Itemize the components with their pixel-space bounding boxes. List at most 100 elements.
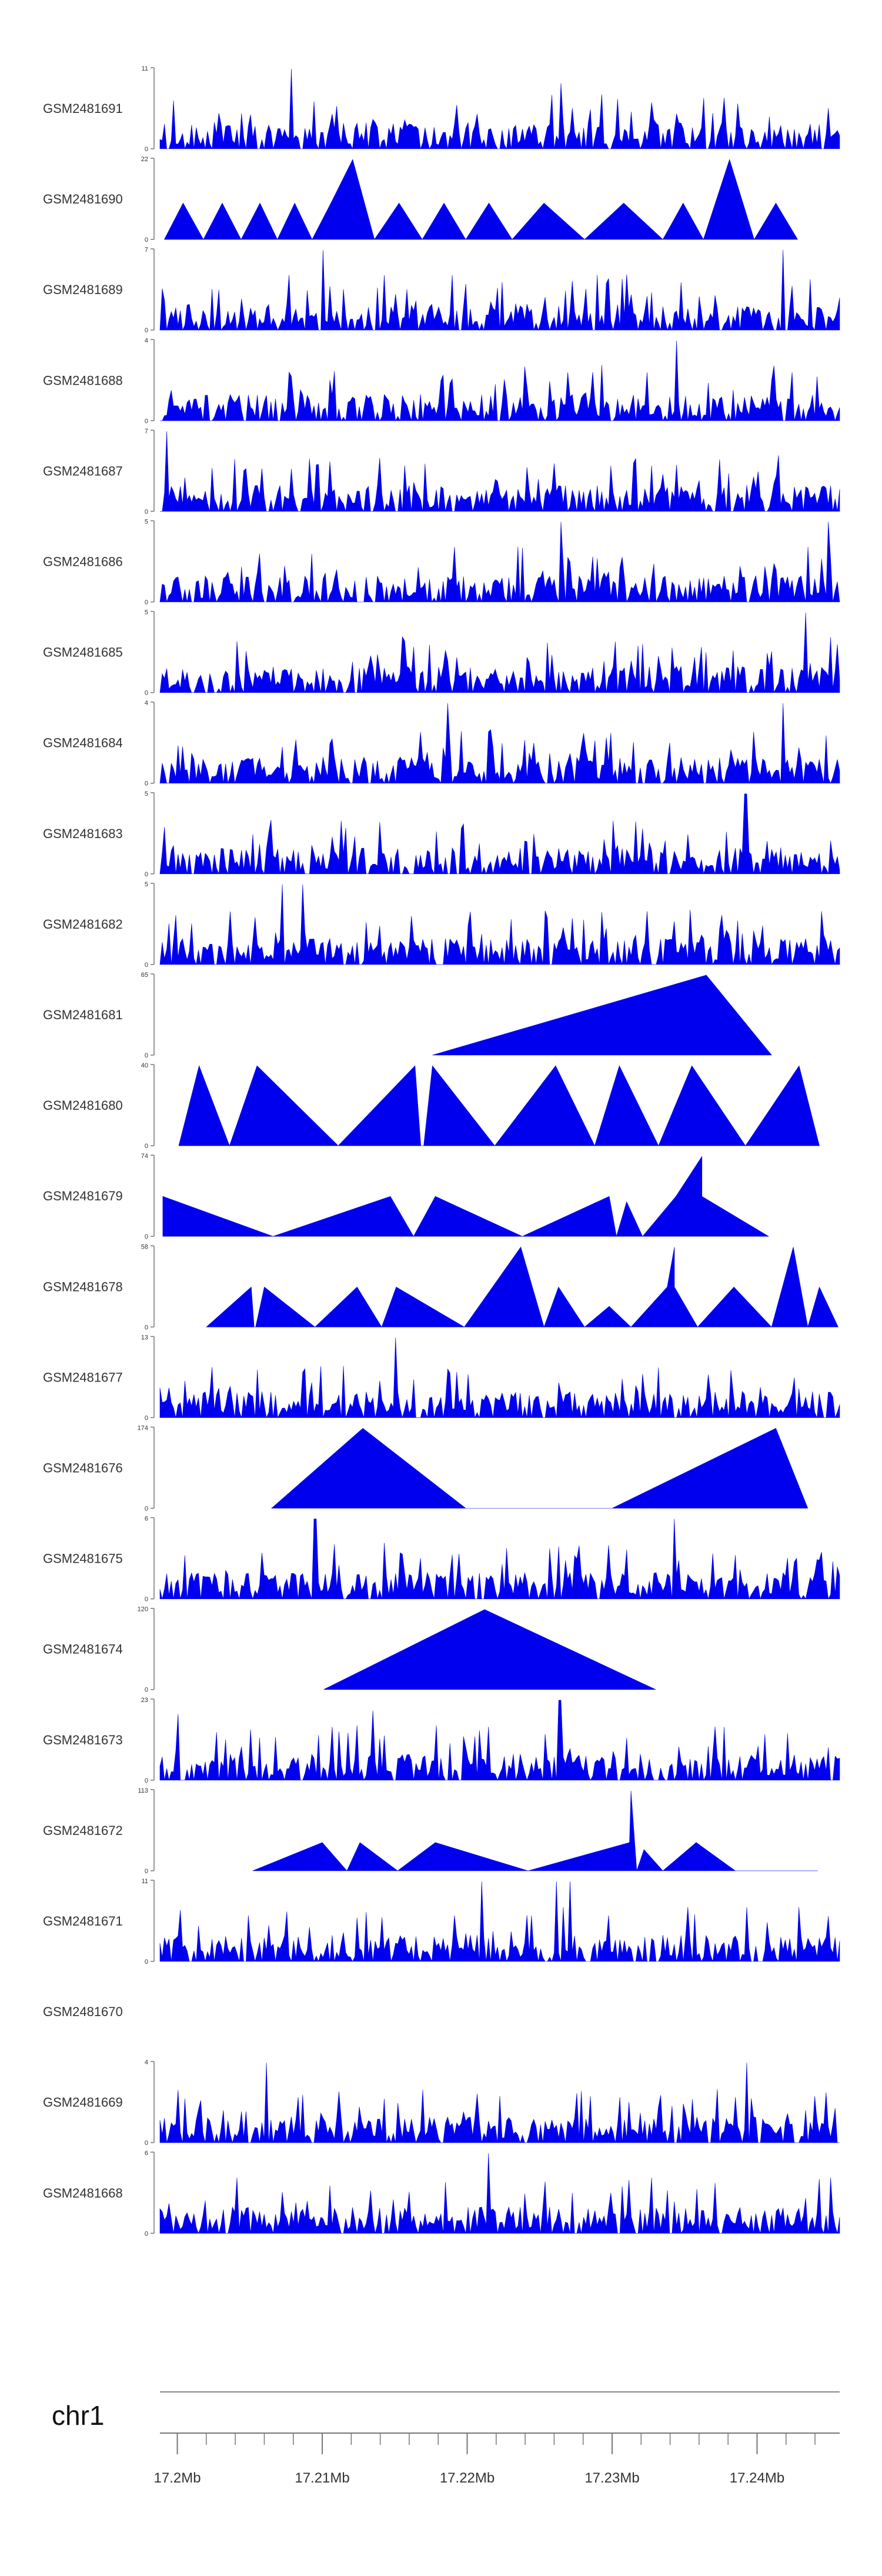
signal-area (159, 793, 840, 875)
chromosome-ideogram: chr1 (52, 2391, 840, 2431)
signal-area (159, 1881, 840, 1963)
track-label: GSM2481668 (43, 2185, 123, 2200)
track-GSM2481672: GSM2481672 113 0 (43, 1787, 818, 1875)
track-GSM2481675: GSM2481675 6 0 (43, 1516, 840, 1603)
track-label: GSM2481686 (43, 555, 123, 569)
y-min-label: 0 (145, 1324, 148, 1331)
y-max-label: 120 (138, 1606, 148, 1613)
track-GSM2481674: GSM2481674 120 0 (43, 1606, 656, 1694)
y-max-label: 6 (145, 2150, 148, 2157)
track-GSM2481668: GSM2481668 6 0 (43, 2150, 840, 2237)
track-label: GSM2481683 (43, 826, 123, 841)
track-GSM2481689: GSM2481689 7 0 (43, 246, 840, 334)
track-GSM2481669: GSM2481669 4 0 (43, 2059, 840, 2147)
track-label: GSM2481689 (43, 282, 123, 297)
track-label: GSM2481674 (43, 1642, 123, 1657)
y-min-label: 0 (145, 780, 148, 788)
y-max-label: 23 (141, 1697, 148, 1704)
signal-area (160, 341, 840, 422)
signal-area (159, 2153, 840, 2234)
y-max-label: 7 (145, 428, 148, 435)
signal-area (206, 1246, 838, 1328)
track-GSM2481684: GSM2481684 4 0 (43, 700, 840, 788)
track-label: GSM2481685 (43, 645, 123, 660)
y-min-label: 0 (145, 1233, 148, 1240)
x-tick-label: 17.23Mb (584, 2470, 639, 2486)
y-max-label: 65 (141, 972, 148, 979)
track-label: GSM2481673 (43, 1733, 123, 1747)
track-label: GSM2481684 (43, 736, 123, 750)
track-GSM2481676: GSM2481676 174 0 (43, 1425, 808, 1513)
signal-area (159, 1337, 840, 1419)
x-tick-label: 17.24Mb (730, 2470, 784, 2486)
track-label: GSM2481675 (43, 1551, 123, 1566)
track-GSM2481687: GSM2481687 7 0 (43, 428, 840, 515)
y-max-label: 4 (145, 2059, 148, 2066)
y-min-label: 0 (145, 599, 148, 606)
track-GSM2481671: GSM2481671 11 0 (43, 1878, 840, 1966)
y-min-label: 0 (145, 2140, 148, 2147)
track-label: GSM2481680 (43, 1098, 123, 1113)
track-GSM2481686: GSM2481686 5 0 (43, 519, 840, 606)
track-label: GSM2481672 (43, 1823, 123, 1838)
signal-area (432, 975, 772, 1056)
track-GSM2481679: GSM2481679 74 0 (43, 1153, 770, 1240)
y-min-label: 0 (145, 508, 148, 515)
track-label: GSM2481687 (43, 463, 123, 478)
track-label: GSM2481681 (43, 1007, 123, 1022)
signal-area (159, 1519, 840, 1600)
signal-area (159, 522, 840, 603)
signal-area (159, 68, 840, 150)
signal-area (271, 1428, 808, 1509)
y-max-label: 113 (138, 1787, 148, 1794)
signal-area (178, 1065, 820, 1146)
y-max-label: 4 (145, 337, 148, 344)
track-GSM2481685: GSM2481685 5 0 (43, 609, 840, 697)
track-GSM2481677: GSM2481677 13 0 (43, 1334, 840, 1422)
signal-area (162, 1156, 770, 1237)
signal-area (163, 159, 799, 240)
y-min-label: 0 (145, 1143, 148, 1150)
y-min-label: 0 (145, 1777, 148, 1784)
track-GSM2481690: GSM2481690 22 0 (43, 156, 799, 243)
y-min-label: 0 (145, 690, 148, 697)
track-GSM2481688: GSM2481688 4 0 (43, 337, 840, 425)
track-label: GSM2481679 (43, 1189, 123, 1203)
track-label: GSM2481676 (43, 1461, 123, 1476)
track-label: GSM2481690 (43, 192, 123, 206)
y-max-label: 58 (141, 1243, 148, 1250)
y-max-label: 40 (141, 1062, 148, 1069)
track-label: GSM2481682 (43, 917, 123, 932)
y-min-label: 0 (145, 1596, 148, 1603)
y-min-label: 0 (145, 1052, 148, 1059)
signal-area (159, 703, 840, 784)
signal-area (159, 612, 840, 693)
y-max-label: 6 (145, 1516, 148, 1523)
chromosome-label: chr1 (52, 2400, 104, 2431)
y-min-label: 0 (145, 1414, 148, 1422)
track-GSM2481681: GSM2481681 65 0 (43, 972, 772, 1059)
y-max-label: 13 (141, 1334, 148, 1341)
y-max-label: 5 (145, 519, 148, 526)
x-tick-label: 17.22Mb (440, 2470, 495, 2486)
track-label: GSM2481677 (43, 1370, 123, 1384)
y-max-label: 5 (145, 609, 148, 616)
y-min-label: 0 (145, 1687, 148, 1694)
signal-area (159, 1700, 840, 1781)
track-GSM2481691: GSM2481691 11 0 (43, 65, 840, 153)
y-max-label: 174 (138, 1425, 148, 1432)
y-min-label: 0 (145, 236, 148, 243)
data-tracks: GSM2481691110GSM2481690220GSM248168970GS… (43, 65, 840, 2237)
track-label: GSM2481691 (43, 101, 123, 116)
y-max-label: 22 (141, 156, 148, 163)
x-tick-label: 17.21Mb (295, 2470, 349, 2486)
track-GSM2481683: GSM2481683 5 0 (43, 790, 840, 878)
y-max-label: 4 (145, 700, 148, 707)
track-GSM2481670: GSM2481670 (43, 2004, 123, 2019)
y-min-label: 0 (145, 327, 148, 334)
signal-area (159, 2063, 840, 2144)
track-label: GSM2481688 (43, 373, 123, 388)
y-min-label: 0 (145, 1868, 148, 1875)
y-min-label: 0 (145, 146, 148, 153)
